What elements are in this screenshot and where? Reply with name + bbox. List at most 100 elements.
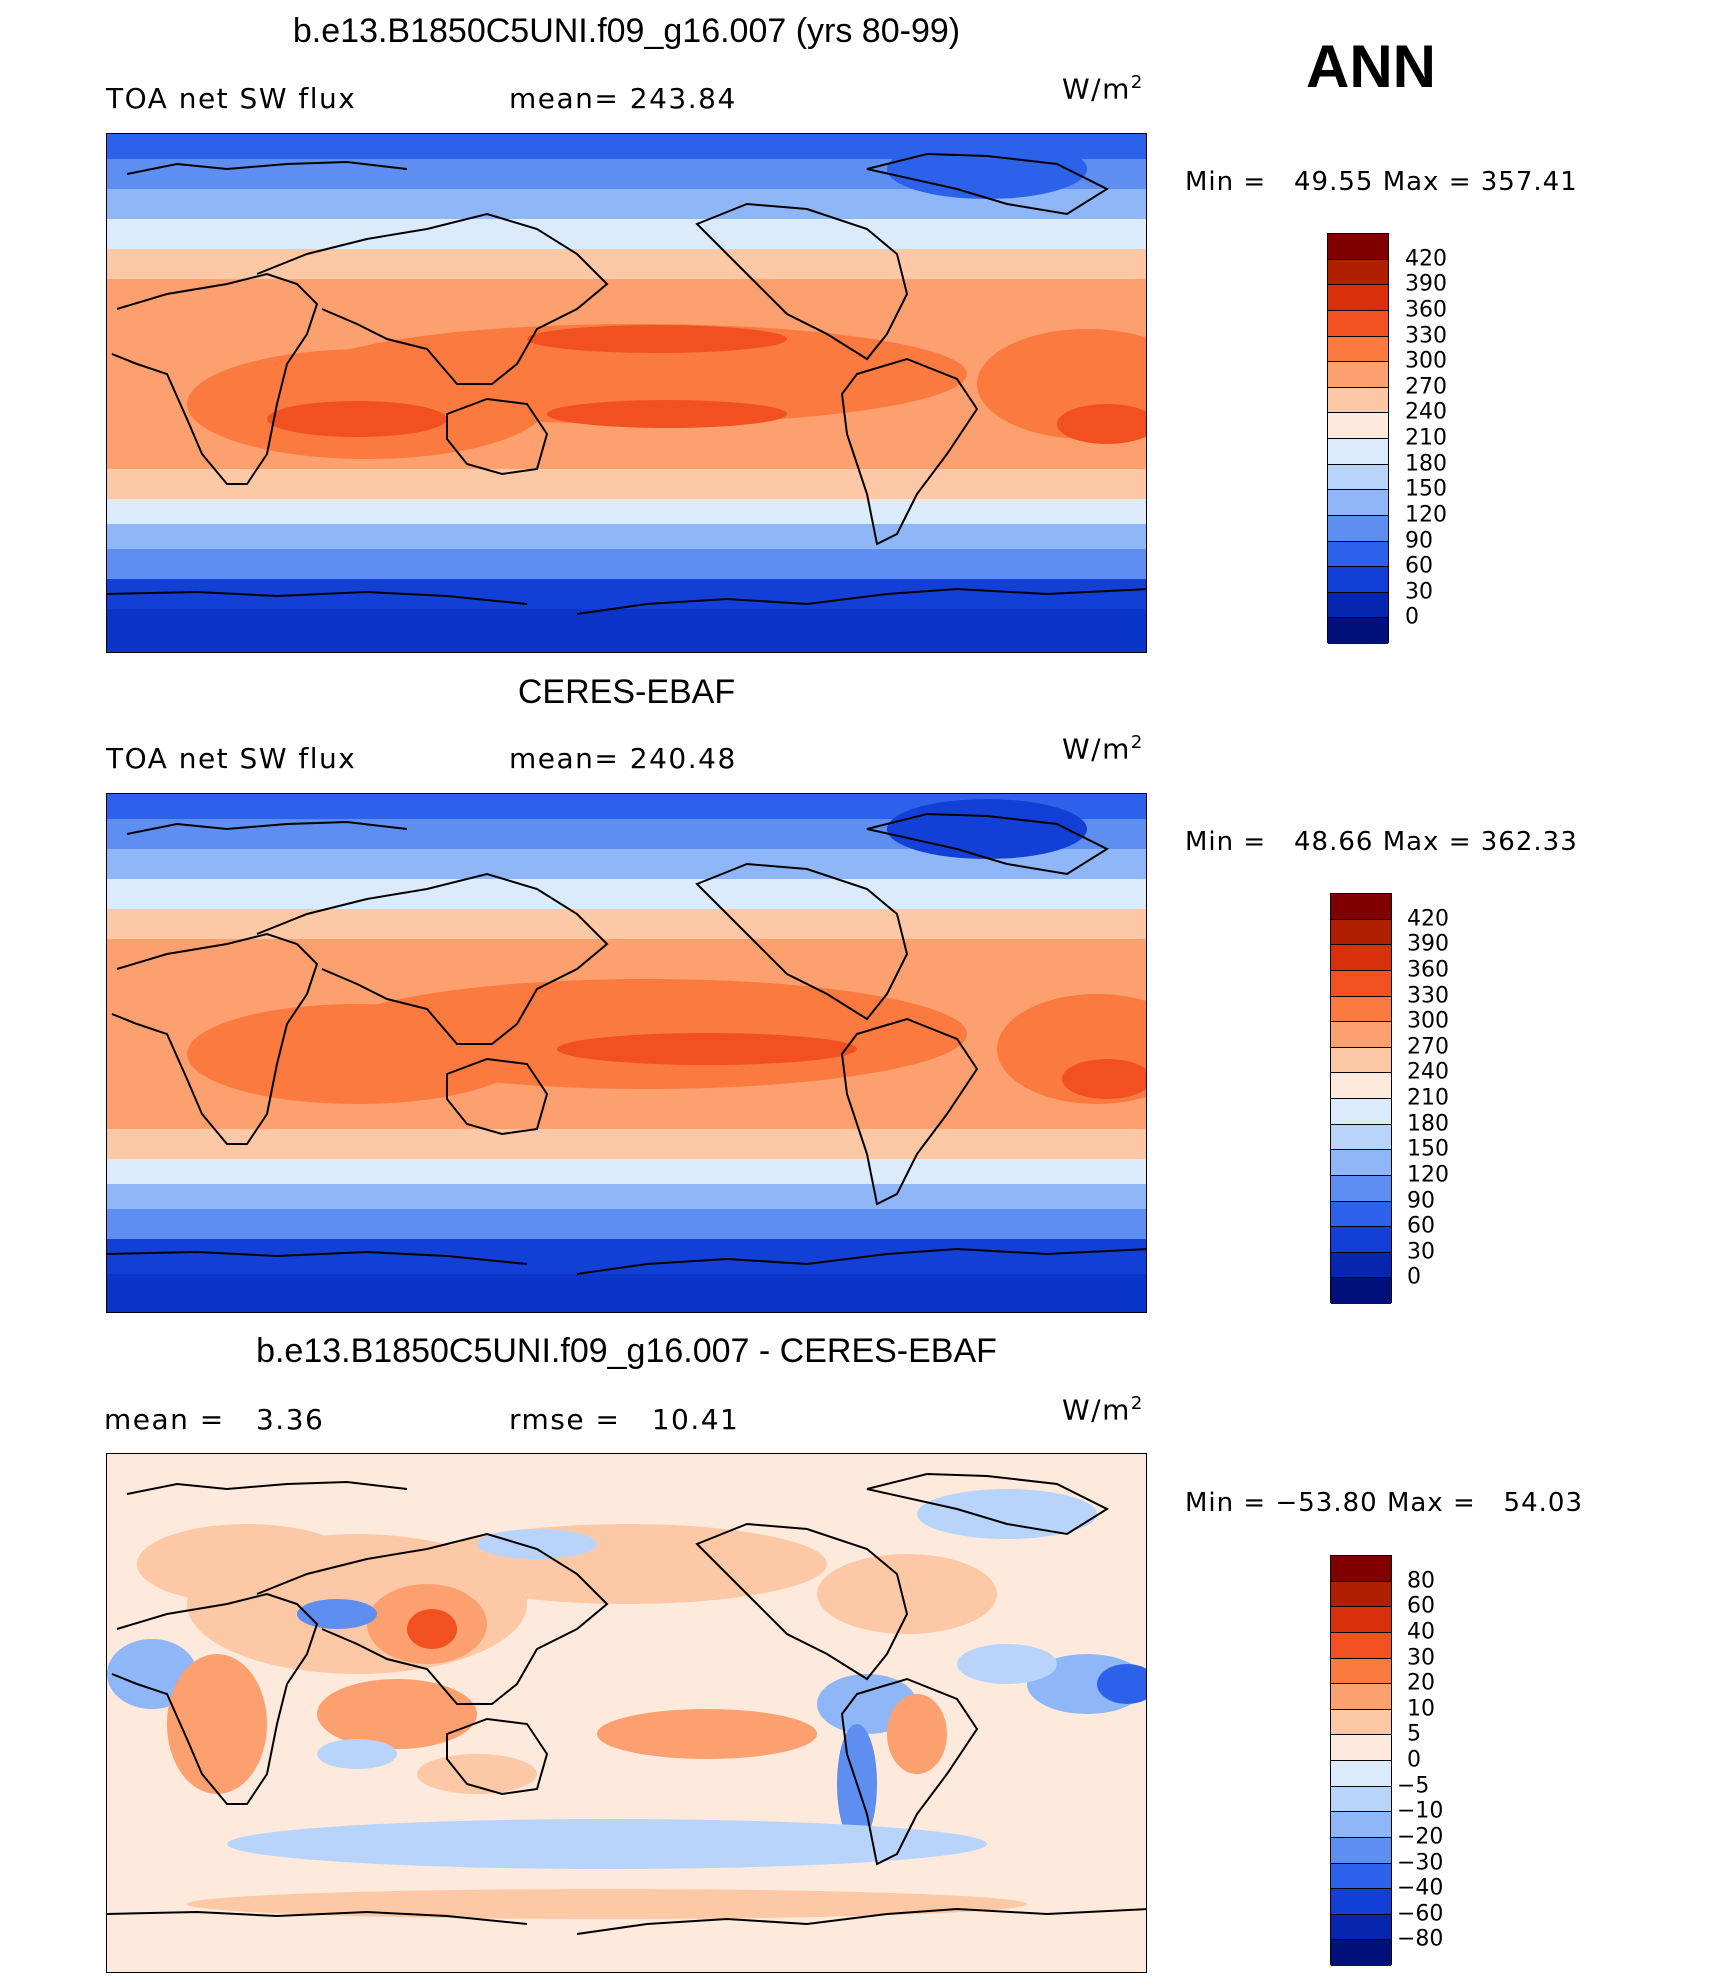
panel2-mean: mean= 240.48: [509, 742, 737, 775]
panel2-flux-field: [107, 794, 1146, 1312]
panel3-colorbar-tick-label: 0: [1407, 1747, 1421, 1773]
panel1-colorbar-tick-label: 0: [1405, 604, 1419, 630]
panel2-colorbar-tick-label: 210: [1407, 1085, 1449, 1111]
panel1-colorbar-tick-label: 210: [1405, 425, 1447, 451]
panel3-colorbar-box: [1331, 1786, 1391, 1813]
panel3-colorbar-box: [1331, 1837, 1391, 1864]
panel1-colorbar-tick-label: 120: [1405, 502, 1447, 528]
panel2-colorbar-tick-label: 0: [1407, 1264, 1421, 1290]
panel2-colorbar-box: [1331, 1227, 1391, 1253]
panel1-colorbar-tick-label: 330: [1405, 323, 1447, 348]
panel1-colorbar-box: [1328, 336, 1388, 363]
panel3-minmax: Min = −53.80 Max = 54.03: [1185, 1488, 1583, 1518]
panel1-colorbar-box: [1328, 567, 1388, 593]
panel3-colorbar-box: [1331, 1684, 1391, 1710]
panel3-colorbar-tick-label: −30: [1397, 1850, 1444, 1875]
panel2-colorbar-box: [1331, 1099, 1391, 1125]
panel1-mean: mean= 243.84: [509, 82, 737, 115]
panel1-colorbar-tick-label: 90: [1405, 528, 1433, 553]
panel2-colorbar-tick-label: 150: [1407, 1136, 1449, 1162]
panel3-colorbar-tick-label: 80: [1407, 1568, 1435, 1594]
panel3-colorbar: [1330, 1555, 1392, 1966]
panel3-colorbar-box: [1331, 1914, 1391, 1941]
panel1-colorbar-box: [1328, 490, 1388, 516]
panel2-colorbar-box: [1331, 894, 1391, 920]
panel2-units: W/m2: [1062, 732, 1144, 766]
panel1-colorbar-box: [1328, 464, 1388, 491]
panel2-colorbar-tick-label: 330: [1407, 983, 1449, 1008]
panel2-minmax: Min = 48.66 Max = 362.33: [1185, 827, 1578, 857]
panel1-colorbar-tick-label: 420: [1405, 246, 1447, 272]
panel3-colorbar-box: [1331, 1581, 1391, 1608]
panel3-colorbar-box: [1331, 1940, 1391, 1966]
panel2-colorbar-box: [1331, 1124, 1391, 1151]
panel2-colorbar-tick-label: 300: [1407, 1008, 1449, 1034]
panel3-rmse: rmse = 10.41: [509, 1403, 740, 1436]
panel2-colorbar-tick-label: 180: [1407, 1111, 1449, 1137]
panel1-map: [106, 133, 1147, 653]
panel3-colorbar-box: [1331, 1735, 1391, 1761]
season-label: ANN: [1306, 33, 1436, 100]
panel1-colorbar-tick-label: 240: [1405, 399, 1447, 425]
panel1-colorbar-box: [1328, 387, 1388, 414]
panel2-colorbar-box: [1331, 1175, 1391, 1202]
panel2-colorbar-tick-label: 30: [1407, 1239, 1435, 1265]
panel2-colorbar-tick-label: 360: [1407, 957, 1449, 983]
panel2-coastlines: [107, 812, 1146, 1275]
panel2-colorbar-box: [1331, 1047, 1391, 1074]
panel3-colorbar-tick-label: −40: [1397, 1875, 1444, 1901]
panel2-colorbar-tick-label: 120: [1407, 1162, 1449, 1188]
panel1-colorbar-box: [1328, 592, 1388, 619]
panel1-colorbar-box: [1328, 310, 1388, 337]
panel3-difference-field: [107, 1454, 1146, 1972]
panel2-colorbar-box: [1331, 1150, 1391, 1176]
panel3-colorbar-tick-label: −20: [1397, 1824, 1444, 1850]
panel2-colorbar-tick-label: 420: [1407, 906, 1449, 932]
panel3-colorbar-box: [1331, 1632, 1391, 1659]
panel1-colorbar-tick-label: 390: [1405, 271, 1447, 297]
panel1-colorbar-box: [1328, 285, 1388, 311]
panel2-colorbar-box: [1331, 1201, 1391, 1228]
panel3-colorbar-box: [1331, 1812, 1391, 1838]
panel1-colorbar-box: [1328, 234, 1388, 260]
panel1-colorbar-box: [1328, 515, 1388, 542]
panel1-colorbar-tick-label: 30: [1405, 579, 1433, 605]
panel1-colorbar-box: [1328, 413, 1388, 439]
panel3-colorbar-tick-label: −5: [1397, 1773, 1430, 1799]
panel3-colorbar-box: [1331, 1761, 1391, 1787]
panel3-colorbar-box: [1331, 1889, 1391, 1915]
panel2-colorbar-box: [1331, 945, 1391, 971]
panel2-colorbar-tick-label: 60: [1407, 1213, 1435, 1239]
panel3-colorbar-tick-label: 60: [1407, 1593, 1435, 1619]
panel1-colorbar-tick-label: 150: [1405, 476, 1447, 502]
panel3-colorbar-box: [1331, 1556, 1391, 1582]
panel2-colorbar: [1330, 893, 1392, 1304]
panel2-colorbar-box: [1331, 970, 1391, 997]
panel2-variable-label: TOA net SW flux: [106, 742, 357, 775]
panel2-colorbar-box: [1331, 1252, 1391, 1279]
panel3-colorbar-tick-label: 30: [1407, 1645, 1435, 1670]
panel3-colorbar-tick-label: 5: [1407, 1721, 1421, 1747]
panel2-title: CERES-EBAF: [517, 673, 736, 711]
panel1-colorbar-box: [1328, 439, 1388, 465]
panel3-colorbar-tick-label: −80: [1397, 1926, 1444, 1952]
panel2-colorbar-tick-label: 240: [1407, 1059, 1449, 1085]
panel3-colorbar-tick-label: 20: [1407, 1670, 1435, 1696]
panel3-colorbar-tick-label: −10: [1397, 1798, 1444, 1824]
panel2-colorbar-box: [1331, 919, 1391, 946]
panel2-colorbar-tick-label: 270: [1407, 1034, 1449, 1060]
panel2-colorbar-box: [1331, 1278, 1391, 1304]
panel1-minmax: Min = 49.55 Max = 357.41: [1185, 167, 1578, 197]
panel2-colorbar-box: [1331, 1073, 1391, 1099]
panel3-title: b.e13.B1850C5UNI.f09_g16.007 - CERES-EBA…: [256, 1332, 997, 1370]
panel3-colorbar-tick-label: 10: [1407, 1696, 1435, 1722]
panel1-colorbar-box: [1328, 362, 1388, 388]
panel1-units: W/m2: [1062, 72, 1144, 106]
panel2-map: [106, 793, 1147, 1313]
panel1-variable-label: TOA net SW flux: [106, 82, 357, 115]
panel2-colorbar-tick-label: 90: [1407, 1188, 1435, 1213]
panel2-colorbar-tick-label: 390: [1407, 931, 1449, 957]
panel1-colorbar-box: [1328, 618, 1388, 644]
panel1-colorbar-tick-label: 180: [1405, 451, 1447, 477]
panel3-coastlines: [107, 1472, 1146, 1935]
